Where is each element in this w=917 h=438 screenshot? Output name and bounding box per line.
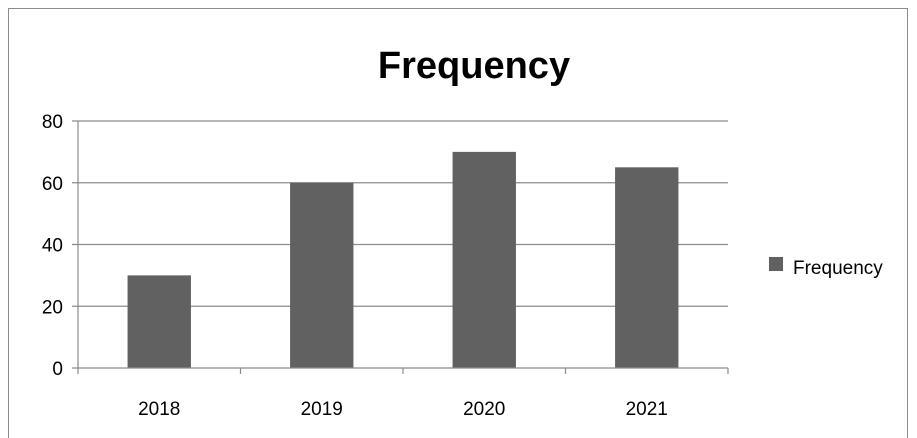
y-tick-label: 60 [42, 174, 63, 195]
bar-2019 [290, 182, 354, 368]
legend-swatch [769, 257, 783, 271]
x-tick-label: 2021 [626, 399, 668, 420]
x-tick-label: 2019 [301, 399, 343, 420]
y-tick-label: 40 [42, 236, 63, 257]
y-tick-labels: 0 20 40 60 80 [42, 112, 63, 380]
legend-label: Frequency [793, 258, 883, 279]
bar-2020 [452, 151, 516, 368]
bar-2018 [127, 275, 191, 368]
axes [72, 121, 729, 374]
y-tick-label: 80 [42, 112, 63, 133]
bars [127, 151, 679, 368]
x-tick-label: 2020 [463, 399, 505, 420]
chart-title: Frequency [378, 45, 570, 87]
bar-2021 [615, 167, 679, 368]
x-tick-label: 2018 [138, 399, 180, 420]
x-tick-labels: 2018 2019 2020 2021 [138, 399, 668, 420]
y-tick-label: 0 [52, 359, 63, 380]
legend: Frequency [769, 257, 883, 279]
y-tick-label: 20 [42, 297, 63, 318]
